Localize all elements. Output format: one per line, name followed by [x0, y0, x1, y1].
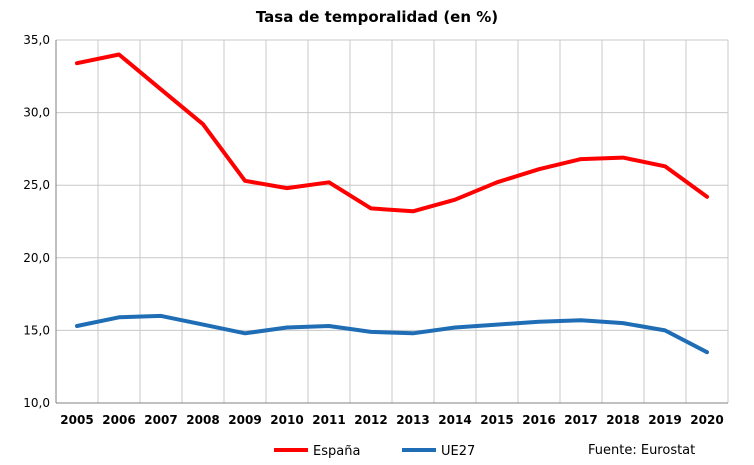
x-tick-label: 2005 — [60, 413, 93, 427]
grid — [55, 39, 729, 404]
series-line-ue27 — [75, 313, 709, 355]
x-tick-label: 2009 — [228, 413, 261, 427]
x-tick-label: 2012 — [354, 413, 387, 427]
legend: España UE27 — [274, 444, 475, 459]
x-tick-label: 2017 — [564, 413, 597, 427]
x-tick-label: 2007 — [144, 413, 177, 427]
x-tick-label: 2006 — [102, 413, 135, 427]
x-tick-label: 2018 — [606, 413, 639, 427]
y-tick-label: 15,0 — [23, 323, 50, 337]
series-line-españa — [75, 52, 709, 214]
x-tick-label: 2016 — [522, 413, 555, 427]
legend-label: España — [313, 444, 360, 459]
y-tick-label: 20,0 — [23, 251, 50, 265]
x-tick-label: 2013 — [396, 413, 429, 427]
legend-label: UE27 — [441, 444, 475, 459]
y-tick-label: 25,0 — [23, 178, 50, 192]
x-tick-label: 2014 — [438, 413, 471, 427]
source-note: Fuente: Eurostat — [588, 443, 695, 458]
x-tick-label: 2010 — [270, 413, 303, 427]
y-tick-label: 10,0 — [23, 396, 50, 410]
x-tick-label: 2008 — [186, 413, 219, 427]
x-tick-label: 2019 — [648, 413, 681, 427]
y-axis-ticks: 10,0 15,0 20,0 25,0 30,0 35,0 — [23, 33, 50, 410]
x-tick-label: 2015 — [480, 413, 513, 427]
chart-title: Tasa de temporalidad (en %) — [256, 8, 498, 26]
x-axis-ticks: 2005 2006 2007 2008 2009 2010 2011 2012 2013 2014… — [60, 413, 723, 427]
y-tick-label: 30,0 — [23, 106, 50, 120]
x-tick-label: 2011 — [312, 413, 345, 427]
y-tick-label: 35,0 — [23, 33, 50, 47]
x-tick-label: 2020 — [690, 413, 723, 427]
series-lines — [75, 52, 709, 355]
